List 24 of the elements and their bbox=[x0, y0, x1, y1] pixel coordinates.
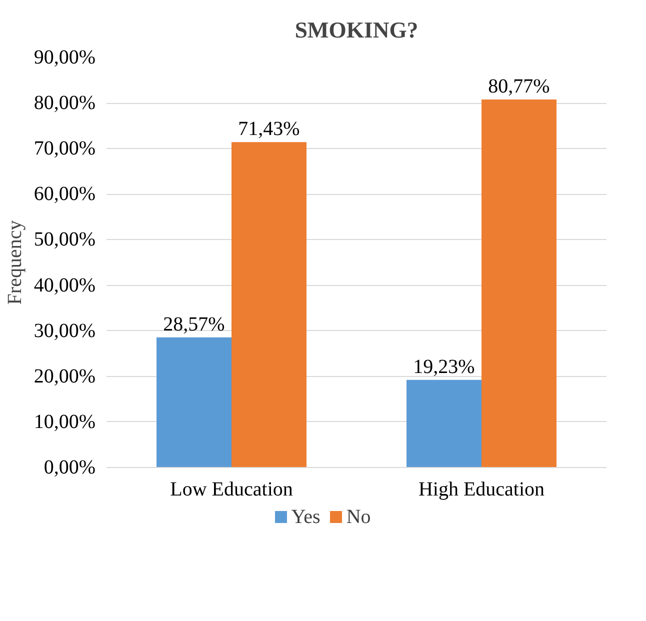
y-tick-label: 80,00% bbox=[34, 92, 96, 114]
chart-title: SMOKING? bbox=[294, 18, 418, 42]
legend-label: No bbox=[346, 506, 371, 528]
x-tick-label: High Education bbox=[418, 478, 545, 500]
bar bbox=[232, 142, 306, 468]
y-tick-label: 20,00% bbox=[34, 365, 96, 388]
y-tick-label: 90,00% bbox=[34, 46, 96, 68]
y-tick-label: 40,00% bbox=[34, 274, 96, 296]
y-tick-label: 50,00% bbox=[34, 228, 96, 251]
y-tick-label: 70,00% bbox=[34, 138, 96, 160]
bar bbox=[482, 100, 556, 468]
bar bbox=[406, 380, 482, 468]
legend-label: Yes bbox=[291, 506, 320, 528]
y-tick-label: 60,00% bbox=[34, 183, 96, 206]
bar bbox=[156, 337, 232, 468]
x-tick-label: Low Education bbox=[170, 478, 293, 500]
y-axis-title: Frequency bbox=[4, 220, 26, 305]
data-label: 71,43% bbox=[238, 118, 300, 140]
data-label: 28,57% bbox=[163, 313, 225, 336]
y-tick-label: 10,00% bbox=[34, 410, 96, 433]
y-tick-label: 30,00% bbox=[34, 320, 96, 342]
data-label: 80,77% bbox=[488, 76, 550, 98]
data-label: 19,23% bbox=[413, 356, 475, 378]
y-tick-label: 0,00% bbox=[44, 456, 96, 478]
